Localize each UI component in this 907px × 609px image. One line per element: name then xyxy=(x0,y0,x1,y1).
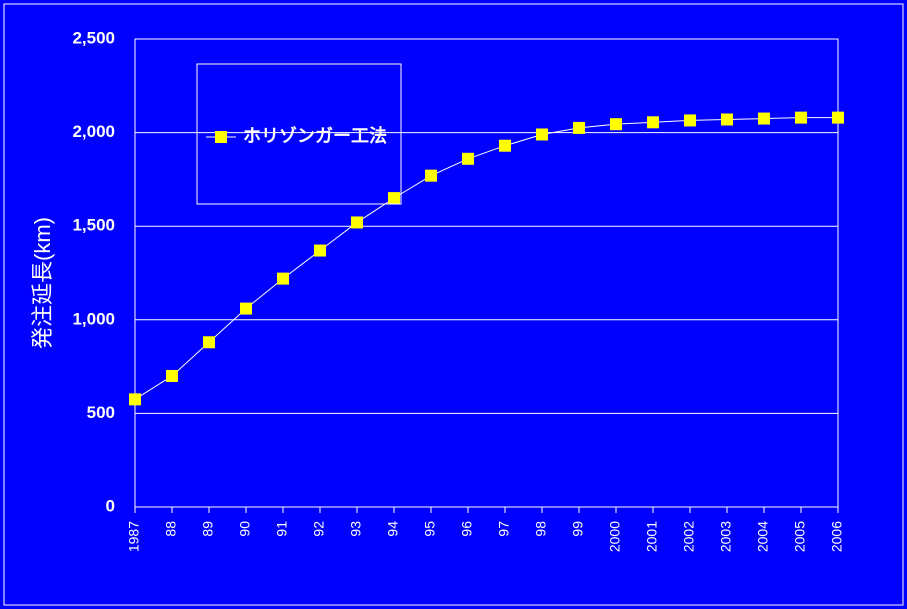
x-tick-label: 92 xyxy=(311,521,327,537)
x-tick-label: 99 xyxy=(570,521,586,537)
y-tick-label: 1,000 xyxy=(72,309,115,328)
y-tick-label: 1,500 xyxy=(72,216,115,235)
marker xyxy=(647,116,659,129)
plot-area xyxy=(134,38,839,508)
marker xyxy=(536,128,548,141)
x-tick-label: 93 xyxy=(348,521,364,537)
marker xyxy=(277,272,289,285)
x-tick-label: 2003 xyxy=(718,521,734,552)
x-tick-label: 2004 xyxy=(755,521,771,552)
marker xyxy=(388,192,400,205)
marker xyxy=(166,369,178,382)
marker xyxy=(203,336,215,349)
x-tick-label: 2006 xyxy=(829,521,845,552)
x-tick-label: 91 xyxy=(274,521,290,537)
x-tick-label: 2000 xyxy=(607,521,623,552)
marker xyxy=(610,118,622,131)
marker xyxy=(314,244,326,257)
marker xyxy=(721,113,733,126)
x-tick-label: 90 xyxy=(237,521,253,537)
y-tick-label: 0 xyxy=(106,496,115,515)
marker xyxy=(684,114,696,127)
marker xyxy=(758,112,770,125)
x-tick-label: 94 xyxy=(385,521,401,537)
y-axis-label: 発注延長(km) xyxy=(30,217,55,349)
legend-label: ホリゾンガー工法 xyxy=(243,125,387,146)
marker xyxy=(240,302,252,315)
marker xyxy=(129,393,141,406)
marker xyxy=(351,216,363,229)
x-tick-label: 97 xyxy=(496,521,512,537)
legend-box xyxy=(196,63,402,205)
legend-marker xyxy=(215,131,227,143)
marker xyxy=(462,152,474,165)
x-tick-label: 96 xyxy=(459,521,475,537)
y-tick-label: 2,500 xyxy=(72,28,115,47)
y-tick-label: 500 xyxy=(87,403,115,422)
x-tick-label: 89 xyxy=(200,521,216,537)
x-tick-label: 1987 xyxy=(126,521,142,552)
frame xyxy=(3,3,904,606)
x-tick-label: 98 xyxy=(533,521,549,537)
marker xyxy=(425,169,437,182)
x-tick-label: 2005 xyxy=(792,521,808,552)
x-tick-label: 2002 xyxy=(681,521,697,552)
marker xyxy=(832,111,844,124)
marker xyxy=(795,111,807,124)
marker xyxy=(499,139,511,152)
series-line xyxy=(134,117,838,400)
marker xyxy=(573,121,585,134)
x-tick-label: 2001 xyxy=(644,521,660,552)
x-tick-label: 95 xyxy=(422,521,438,537)
y-tick-label: 2,000 xyxy=(72,122,115,141)
x-tick-label: 88 xyxy=(163,521,179,537)
